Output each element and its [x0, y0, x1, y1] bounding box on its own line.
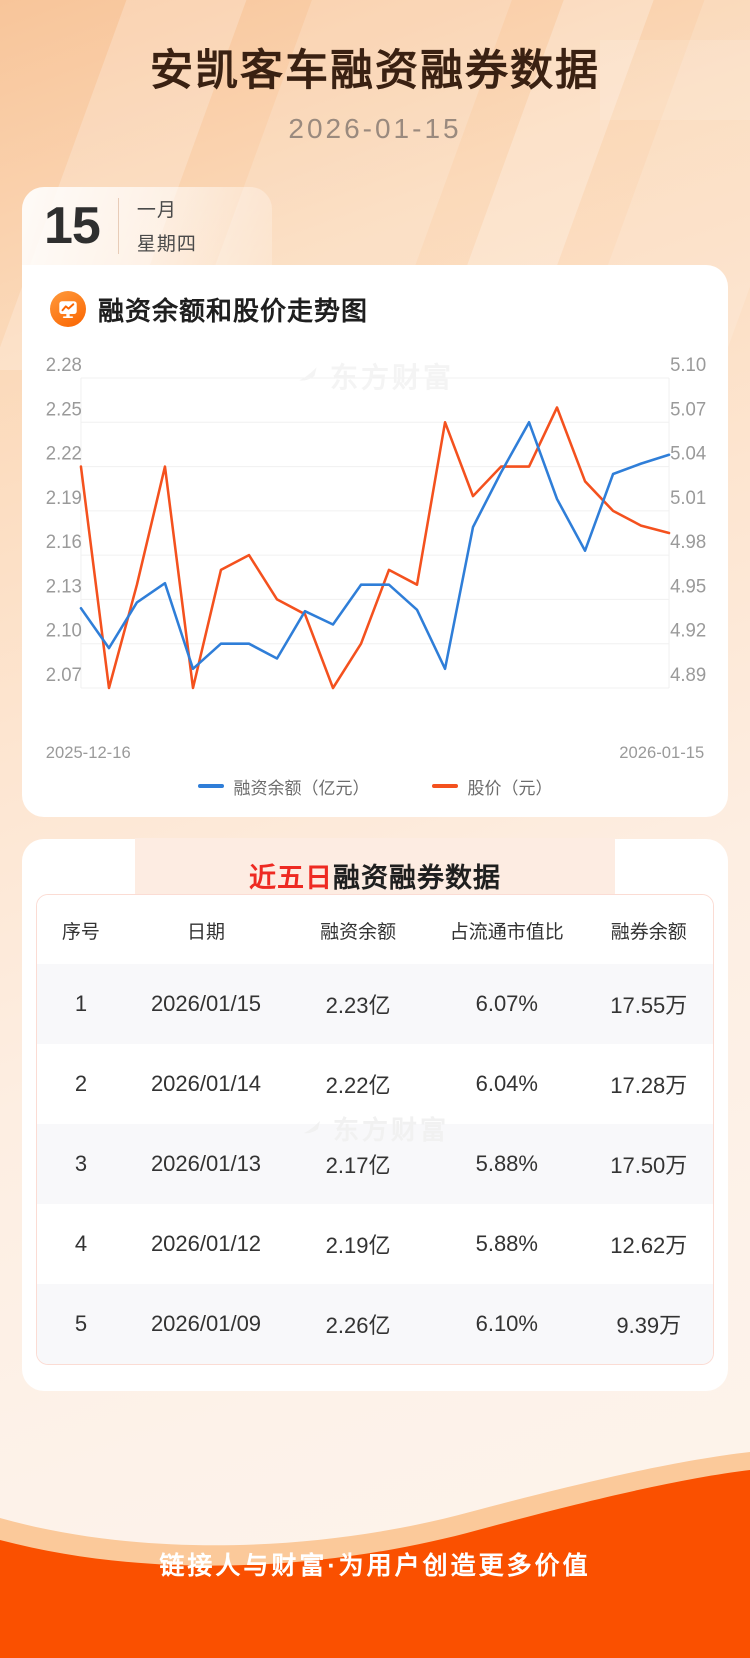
cell-market-cap-ratio: 6.10% — [429, 1283, 585, 1364]
table-title-highlight: 近五日 — [249, 862, 333, 893]
cell-financing-balance: 2.17亿 — [287, 1123, 430, 1204]
chart-right-tick: 4.98 — [670, 531, 706, 552]
cell-market-cap-ratio: 5.88% — [429, 1203, 585, 1284]
cell-date: 2026/01/14 — [124, 1043, 288, 1124]
chart-right-tick: 5.07 — [670, 398, 706, 419]
cell-date: 2026/01/13 — [124, 1123, 288, 1204]
chart-left-tick: 2.16 — [46, 531, 82, 552]
chart-line-price — [79, 405, 671, 690]
page-header: 安凯客车融资融券数据 2026-01-15 — [0, 0, 750, 145]
footer-wave — [0, 1452, 750, 1658]
cell-financing-balance: 2.23亿 — [287, 963, 430, 1044]
date-card-month: 一月 — [136, 200, 177, 222]
date-card-weekday: 星期四 — [136, 234, 197, 256]
footer-slogan: 链接人与财富·为用户创造更多价值 — [159, 1552, 591, 1580]
table-row: 3 2026/01/13 2.17亿 5.88% 17.50万 — [37, 1123, 713, 1204]
chart-left-axis-labels: 2.28 2.25 2.22 2.19 2.16 2.13 2.10 2.07 — [46, 354, 82, 685]
page-date: 2026-01-15 — [288, 112, 462, 144]
table-row: 1 2026/01/15 2.23亿 6.07% 17.55万 — [37, 963, 713, 1044]
margin-trading-table: 序号 日期 融资余额 占流通市值比 融券余额 1 2026/01/15 2.23亿 6… — [37, 894, 713, 1364]
cell-index: 5 — [37, 1283, 125, 1364]
table-title-rest: 融资融券数据 — [333, 862, 501, 893]
column-header-market-cap-ratio: 占流通市值比 — [429, 894, 585, 964]
chart-area: 东方财富 2.28 2.25 2.22 2.19 2.16 2.13 2.10 2.07 5.… — [36, 350, 714, 770]
chart-x-start-label: 2025-12-16 — [46, 743, 131, 762]
column-header-financing-balance: 融资余额 — [287, 894, 430, 964]
table-head: 序号 日期 融资余额 占流通市值比 融券余额 — [37, 894, 713, 964]
cell-securities-balance: 17.28万 — [584, 1043, 713, 1124]
cell-financing-balance: 2.22亿 — [287, 1043, 430, 1124]
cell-date: 2026/01/09 — [124, 1283, 288, 1364]
cell-securities-balance: 9.39万 — [584, 1283, 713, 1364]
column-header-index: 序号 — [37, 894, 125, 964]
chart-title: 融资余额和股价走势图 — [98, 295, 369, 326]
cell-index: 3 — [37, 1123, 125, 1204]
legend-swatch-price — [431, 784, 458, 789]
column-header-securities-balance: 融券余额 — [584, 894, 713, 964]
chart-right-tick: 5.04 — [670, 442, 706, 463]
cell-securities-balance: 17.55万 — [584, 963, 713, 1044]
page-footer: 链接人与财富·为用户创造更多价值 — [0, 1400, 750, 1658]
cell-index: 1 — [37, 963, 125, 1044]
chart-right-axis-labels: 5.10 5.07 5.04 5.01 4.98 4.95 4.92 4.89 — [670, 354, 706, 685]
chart-left-tick: 2.13 — [46, 575, 82, 596]
cell-market-cap-ratio: 6.04% — [429, 1043, 585, 1124]
chart-card: 融资余额和股价走势图 东方财富 2.28 2.25 2.22 2.19 2.16 2.13… — [22, 264, 728, 817]
chart-right-tick: 5.01 — [670, 486, 706, 507]
cell-market-cap-ratio: 5.88% — [429, 1123, 585, 1204]
table-container: 东方财富 序号 日期 融资余额 占流通市值比 融券余额 1 2026/01/15 2… — [36, 893, 714, 1365]
chart-legend: 融资余额（亿元） 股价（元） — [36, 774, 714, 799]
table-row: 2 2026/01/14 2.22亿 6.04% 17.28万 — [37, 1043, 713, 1124]
cell-financing-balance: 2.26亿 — [287, 1283, 430, 1364]
chart-left-tick: 2.19 — [46, 486, 82, 507]
chart-monitor-icon — [50, 291, 86, 328]
column-header-date: 日期 — [124, 894, 288, 964]
cell-date: 2026/01/12 — [124, 1203, 288, 1284]
table-row: 4 2026/01/12 2.19亿 5.88% 12.62万 — [37, 1203, 713, 1284]
chart-line-financing — [79, 420, 671, 670]
date-card: 15 一月 星期四 — [22, 186, 272, 265]
date-card-day: 15 — [44, 196, 101, 255]
legend-item-price: 股价（元） — [431, 774, 553, 799]
chart-left-tick: 2.07 — [46, 664, 82, 685]
cell-securities-balance: 12.62万 — [584, 1203, 713, 1284]
legend-item-financing: 融资余额（亿元） — [197, 774, 370, 799]
chart-right-tick: 4.89 — [670, 664, 706, 685]
chart-right-tick: 4.92 — [670, 619, 706, 640]
chart-right-tick: 4.95 — [670, 575, 706, 596]
chart-left-tick: 2.10 — [46, 619, 82, 640]
cell-market-cap-ratio: 6.07% — [429, 963, 585, 1044]
chart-left-tick: 2.22 — [46, 442, 82, 463]
chart-right-tick: 5.10 — [670, 354, 706, 375]
table-body: 1 2026/01/15 2.23亿 6.07% 17.55万 2 2026/01/14 2.… — [37, 963, 713, 1364]
cell-financing-balance: 2.19亿 — [287, 1203, 430, 1284]
cell-index: 2 — [37, 1043, 125, 1124]
legend-label-financing: 融资余额（亿元） — [233, 778, 370, 798]
cell-securities-balance: 17.50万 — [584, 1123, 713, 1204]
legend-swatch-financing — [197, 784, 224, 789]
chart-left-tick: 2.25 — [46, 398, 82, 419]
cell-index: 4 — [37, 1203, 125, 1284]
table-row: 5 2026/01/09 2.26亿 6.10% 9.39万 — [37, 1283, 713, 1364]
chart-left-tick: 2.28 — [46, 354, 82, 375]
legend-label-price: 股价（元） — [467, 778, 553, 798]
bg-block — [600, 40, 750, 120]
table-header-row: 序号 日期 融资余额 占流通市值比 融券余额 — [37, 894, 713, 964]
date-card-divider — [117, 197, 119, 254]
chart-card-header: 融资余额和股价走势图 — [36, 287, 714, 328]
chart-svg: 2.28 2.25 2.22 2.19 2.16 2.13 2.10 2.07 5.10 5.0… — [46, 354, 706, 762]
page-title: 安凯客车融资融券数据 — [150, 47, 600, 95]
chart-x-end-label: 2026-01-15 — [619, 743, 704, 762]
cell-date: 2026/01/15 — [124, 963, 288, 1044]
chart-gridlines — [80, 377, 670, 689]
